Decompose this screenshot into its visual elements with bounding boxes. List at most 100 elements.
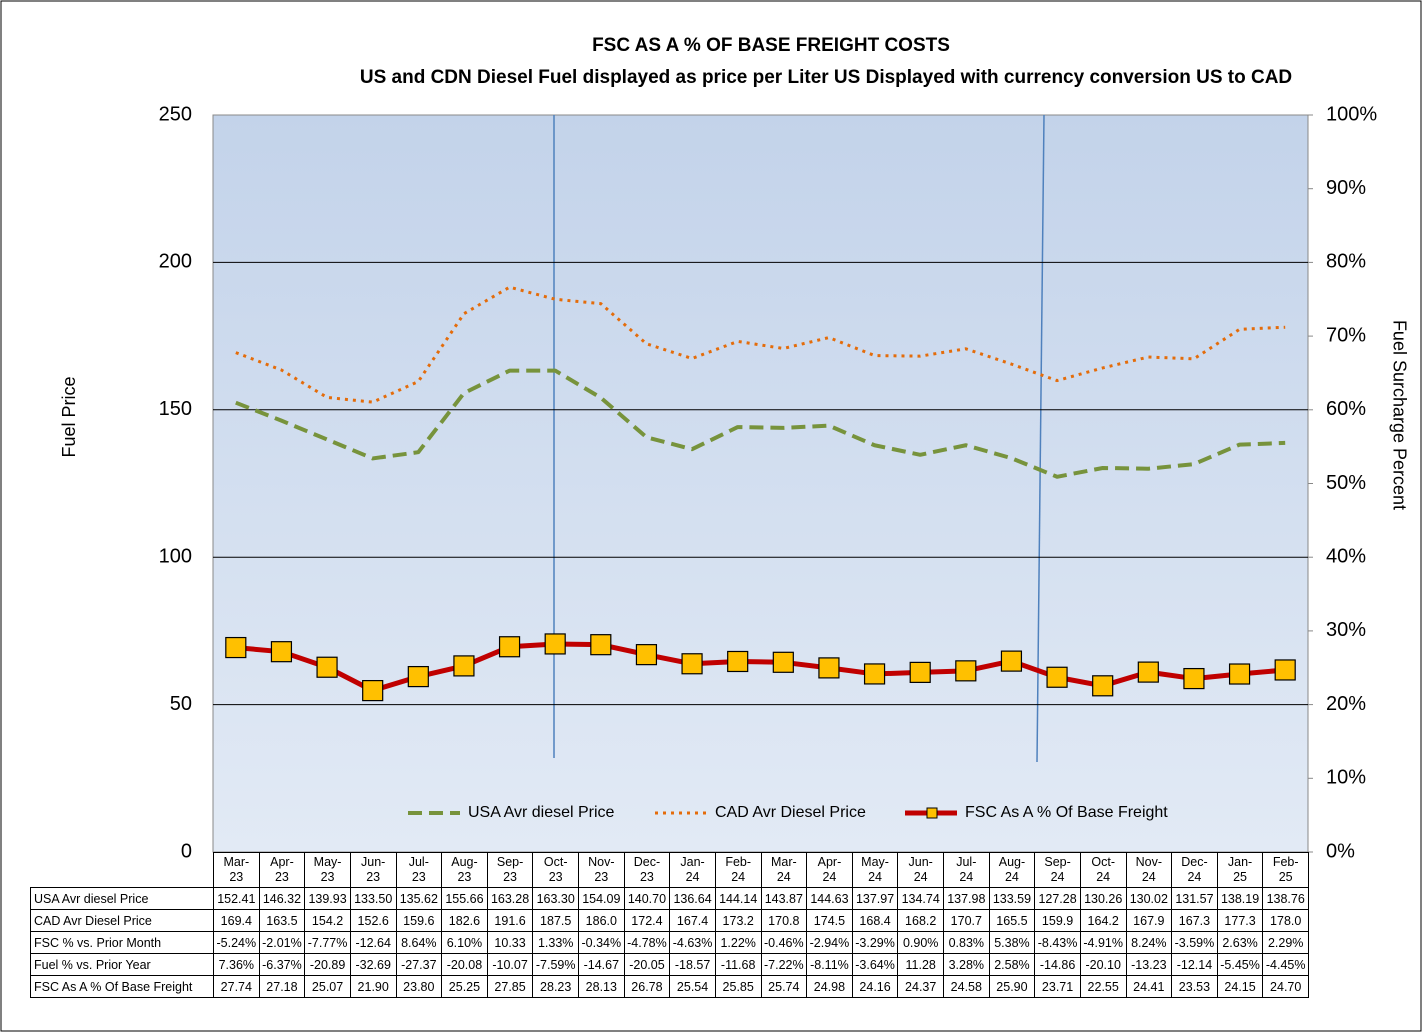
- table-cell: 138.19: [1216, 887, 1264, 910]
- table-cell: 24.37: [897, 975, 944, 998]
- table-cell: 28.13: [578, 975, 625, 998]
- table-cell: 155.66: [441, 887, 488, 910]
- category-label: Jan-24: [680, 855, 705, 884]
- table-cell: 164.2: [1079, 909, 1127, 932]
- table-cell: 182.6: [441, 909, 488, 932]
- table-cell: 1.22%: [714, 931, 762, 954]
- category-label: May-23: [313, 855, 342, 884]
- table-row: FSC As A % Of Base Freight 27.74 27.18 25.0…: [30, 975, 1309, 998]
- y-tick-label: 200: [159, 251, 192, 273]
- category-label: Apr-24: [817, 855, 842, 884]
- data-marker: [1228, 663, 1251, 685]
- table-cell: 127.28: [1034, 887, 1081, 910]
- table-cell: -4.63%: [669, 931, 716, 954]
- table-cell: -11.68: [714, 953, 762, 976]
- table-category: Jan-24: [669, 852, 716, 888]
- table-category: May-23: [304, 852, 351, 888]
- table-cell: 152.41: [213, 887, 260, 910]
- table-cell: -20.10: [1079, 953, 1127, 976]
- data-marker: [909, 661, 931, 683]
- category-label: Feb-24: [725, 855, 752, 884]
- table-category: Dec-23: [623, 852, 671, 888]
- table-category: Oct-24: [1079, 852, 1127, 888]
- table-cell: 131.57: [1171, 887, 1218, 910]
- category-label: Dec-24: [1181, 855, 1208, 884]
- data-marker: [1092, 675, 1114, 697]
- y2-tick-label: 80%: [1326, 251, 1366, 273]
- table-cell: 191.6: [486, 909, 534, 932]
- table-cell: 130.26: [1079, 887, 1127, 910]
- y2-tick-label: 30%: [1326, 619, 1366, 641]
- y-tick-label: 250: [159, 103, 192, 125]
- table-cell: 136.64: [669, 887, 716, 910]
- table-cell: 165.5: [988, 909, 1036, 932]
- table-cell: 25.85: [714, 975, 762, 998]
- table-cell: 23.71: [1034, 975, 1081, 998]
- category-label: May-24: [861, 855, 889, 884]
- table-cell: 170.8: [760, 909, 808, 932]
- table-cell: 138.76: [1262, 887, 1309, 910]
- data-table: Mar-23 Apr-23 May-23 Jun-23 Jul-23 Aug-23 Sep-…: [30, 852, 1309, 998]
- table-cell: 168.4: [851, 909, 899, 932]
- table-cell: -4.45%: [1262, 953, 1309, 976]
- table-cell: 2.29%: [1262, 931, 1309, 954]
- data-marker: [1274, 659, 1296, 681]
- table-cell: 7.36%: [213, 953, 260, 976]
- table-cell: -4.91%: [1079, 931, 1127, 954]
- table-cell: 163.28: [486, 887, 534, 910]
- table-cell: 25.54: [669, 975, 716, 998]
- table-cell: 154.09: [578, 887, 625, 910]
- category-label: Jan-25: [1227, 855, 1253, 884]
- table-category: Apr-23: [258, 852, 306, 888]
- table-cell: 135.62: [395, 887, 443, 910]
- table-cell: 139.93: [304, 887, 351, 910]
- table-cell: 159.6: [395, 909, 443, 932]
- table-cell: 144.14: [714, 887, 762, 910]
- table-cell: 168.2: [897, 909, 944, 932]
- y-tick-label: 100: [159, 545, 192, 567]
- y2-tick-label: 10%: [1326, 767, 1366, 789]
- table-cell: 167.3: [1171, 909, 1218, 932]
- table-cell: -12.64: [349, 931, 397, 954]
- table-category: Jul-24: [943, 852, 990, 888]
- y2-tick-label: 90%: [1326, 177, 1366, 199]
- table-cell: 133.59: [988, 887, 1036, 910]
- table-cell: 152.6: [349, 909, 397, 932]
- table-cell: 143.87: [760, 887, 808, 910]
- table-cell: 170.7: [943, 909, 990, 932]
- legend-label: USA Avr diesel Price: [468, 804, 615, 821]
- table-cell: 163.30: [532, 887, 579, 910]
- table-category: Nov-24: [1125, 852, 1173, 888]
- legend-label: FSC As A % Of Base Freight: [965, 804, 1168, 821]
- table-cell: 27.74: [213, 975, 260, 998]
- y2-tick-label: 20%: [1326, 693, 1366, 715]
- table-cell: 173.2: [714, 909, 762, 932]
- category-label: Oct-24: [1091, 855, 1115, 884]
- data-marker: [727, 650, 749, 673]
- data-marker: [1137, 661, 1159, 683]
- table-cell: -2.01%: [258, 931, 306, 954]
- category-label: Jun-24: [908, 855, 933, 884]
- table-cell: 23.80: [395, 975, 443, 998]
- table-cell: 174.5: [806, 909, 853, 932]
- category-label: Dec-23: [633, 855, 661, 884]
- data-marker: [270, 641, 293, 663]
- table-category: Aug-24: [988, 852, 1036, 888]
- table-cell: 163.5: [258, 909, 306, 932]
- data-marker: [772, 651, 794, 673]
- chart-title: FSC AS A % OF BASE FREIGHT COSTS: [592, 35, 950, 56]
- table-cell: -5.45%: [1216, 953, 1264, 976]
- table-cell: -10.07: [486, 953, 534, 976]
- table-cell: -7.22%: [760, 953, 808, 976]
- y-axis-label: Fuel Price: [59, 376, 79, 457]
- annotation-line: [1036, 114, 1045, 763]
- category-label: Nov-23: [588, 855, 615, 884]
- table-cell: 28.23: [532, 975, 579, 998]
- data-marker: [407, 665, 429, 688]
- data-marker: [818, 657, 840, 679]
- data-marker: [316, 656, 338, 678]
- data-marker: [498, 636, 521, 658]
- table-cell: 1.33%: [532, 931, 579, 954]
- table-cell: -20.08: [441, 953, 488, 976]
- table-category: Jul-23: [395, 852, 443, 888]
